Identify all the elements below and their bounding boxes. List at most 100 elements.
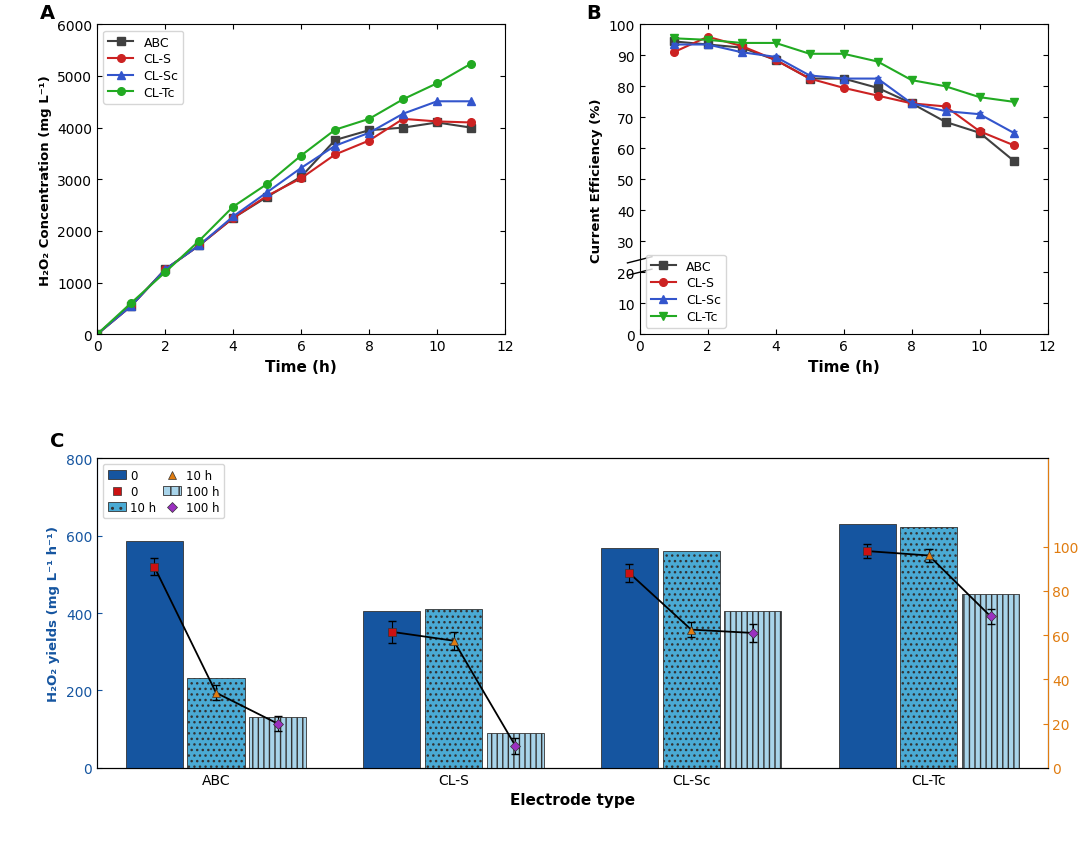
Bar bbox=[600, 549, 658, 768]
ABC bbox=[363, 126, 376, 136]
Y-axis label: Current Efficiency (%): Current Efficiency (%) bbox=[590, 98, 603, 262]
Bar bbox=[125, 542, 183, 768]
CL-Tc bbox=[940, 82, 953, 92]
CL-Sc bbox=[769, 52, 782, 63]
CL-Tc bbox=[872, 57, 885, 68]
CL-S bbox=[328, 150, 341, 160]
Y-axis label: H₂O₂ yields (mg L⁻¹ h⁻¹): H₂O₂ yields (mg L⁻¹ h⁻¹) bbox=[48, 526, 60, 701]
CL-Tc bbox=[260, 180, 273, 190]
CL-S bbox=[940, 102, 953, 112]
Line: CL-S: CL-S bbox=[93, 116, 475, 338]
CL-Sc bbox=[295, 164, 308, 174]
CL-S bbox=[701, 33, 714, 43]
CL-Tc bbox=[905, 76, 918, 86]
CL-Tc bbox=[769, 39, 782, 49]
CL-Tc bbox=[431, 79, 444, 89]
CL-Tc bbox=[328, 126, 341, 136]
CL-S bbox=[192, 241, 205, 252]
Line: CL-Tc: CL-Tc bbox=[670, 35, 1017, 106]
CL-Sc bbox=[1008, 128, 1021, 138]
CL-Sc bbox=[837, 74, 850, 84]
ABC bbox=[227, 214, 240, 224]
CL-Tc bbox=[1008, 98, 1021, 108]
CL-S bbox=[227, 214, 240, 224]
X-axis label: Time (h): Time (h) bbox=[808, 360, 879, 374]
ABC bbox=[431, 118, 444, 128]
ABC bbox=[159, 265, 172, 275]
ABC bbox=[328, 136, 341, 146]
Bar bbox=[962, 594, 1020, 768]
Text: A: A bbox=[40, 4, 55, 23]
CL-S bbox=[431, 117, 444, 127]
CL-Sc bbox=[328, 142, 341, 152]
CL-Tc bbox=[363, 115, 376, 125]
CL-S bbox=[837, 84, 850, 94]
ABC bbox=[667, 37, 680, 47]
ABC bbox=[124, 301, 137, 311]
Bar bbox=[725, 611, 782, 768]
Line: CL-Tc: CL-Tc bbox=[93, 61, 475, 338]
Bar bbox=[426, 609, 482, 768]
CL-Sc bbox=[667, 41, 680, 51]
CL-Tc bbox=[91, 330, 104, 340]
Bar bbox=[188, 679, 244, 768]
CL-S bbox=[396, 115, 409, 125]
Line: CL-S: CL-S bbox=[670, 34, 1017, 150]
CL-Sc bbox=[973, 110, 986, 120]
CL-S bbox=[363, 136, 376, 147]
ABC bbox=[91, 330, 104, 340]
ABC bbox=[905, 99, 918, 109]
CL-Tc bbox=[124, 299, 137, 309]
CL-Sc bbox=[260, 188, 273, 198]
CL-Tc bbox=[973, 93, 986, 103]
CL-Sc bbox=[396, 110, 409, 120]
Line: CL-Sc: CL-Sc bbox=[93, 99, 475, 338]
CL-S bbox=[769, 56, 782, 66]
Line: ABC: ABC bbox=[670, 39, 1017, 165]
CL-Sc bbox=[159, 265, 172, 275]
CL-S bbox=[973, 127, 986, 137]
ABC bbox=[260, 192, 273, 203]
Legend: 0, 0, 10 h, 10 h, 100 h, 100 h: 0, 0, 10 h, 10 h, 100 h, 100 h bbox=[103, 464, 225, 519]
CL-Sc bbox=[124, 301, 137, 311]
Bar bbox=[901, 528, 957, 768]
CL-Sc bbox=[192, 241, 205, 252]
ABC bbox=[735, 43, 748, 53]
ABC bbox=[837, 74, 850, 84]
CL-Sc bbox=[91, 330, 104, 340]
CL-S bbox=[124, 301, 137, 311]
Bar bbox=[663, 551, 719, 768]
CL-Tc bbox=[159, 268, 172, 278]
CL-S bbox=[91, 330, 104, 340]
CL-Tc bbox=[396, 95, 409, 106]
CL-S bbox=[464, 118, 477, 128]
CL-Sc bbox=[804, 71, 816, 81]
ABC bbox=[701, 41, 714, 51]
ABC bbox=[295, 172, 308, 182]
CL-Tc bbox=[464, 59, 477, 69]
CL-Tc bbox=[804, 50, 816, 60]
CL-Tc bbox=[735, 39, 748, 49]
CL-Sc bbox=[940, 107, 953, 117]
CL-Tc bbox=[837, 50, 850, 60]
CL-S bbox=[905, 99, 918, 109]
Line: ABC: ABC bbox=[93, 120, 475, 338]
ABC bbox=[192, 241, 205, 252]
CL-Sc bbox=[431, 97, 444, 107]
ABC bbox=[973, 128, 986, 138]
CL-S bbox=[260, 192, 273, 202]
ABC bbox=[940, 117, 953, 127]
CL-Tc bbox=[295, 151, 308, 161]
X-axis label: Electrode type: Electrode type bbox=[510, 793, 635, 808]
CL-Sc bbox=[905, 99, 918, 109]
CL-S bbox=[1008, 141, 1021, 151]
CL-Sc bbox=[363, 128, 376, 138]
CL-Sc bbox=[735, 48, 748, 58]
ABC bbox=[1008, 156, 1021, 166]
ABC bbox=[804, 74, 816, 84]
CL-S bbox=[667, 48, 680, 58]
Y-axis label: H₂O₂ Concentration (mg L⁻¹): H₂O₂ Concentration (mg L⁻¹) bbox=[39, 75, 52, 285]
Text: B: B bbox=[586, 4, 602, 23]
Text: C: C bbox=[50, 431, 64, 450]
ABC bbox=[396, 123, 409, 133]
